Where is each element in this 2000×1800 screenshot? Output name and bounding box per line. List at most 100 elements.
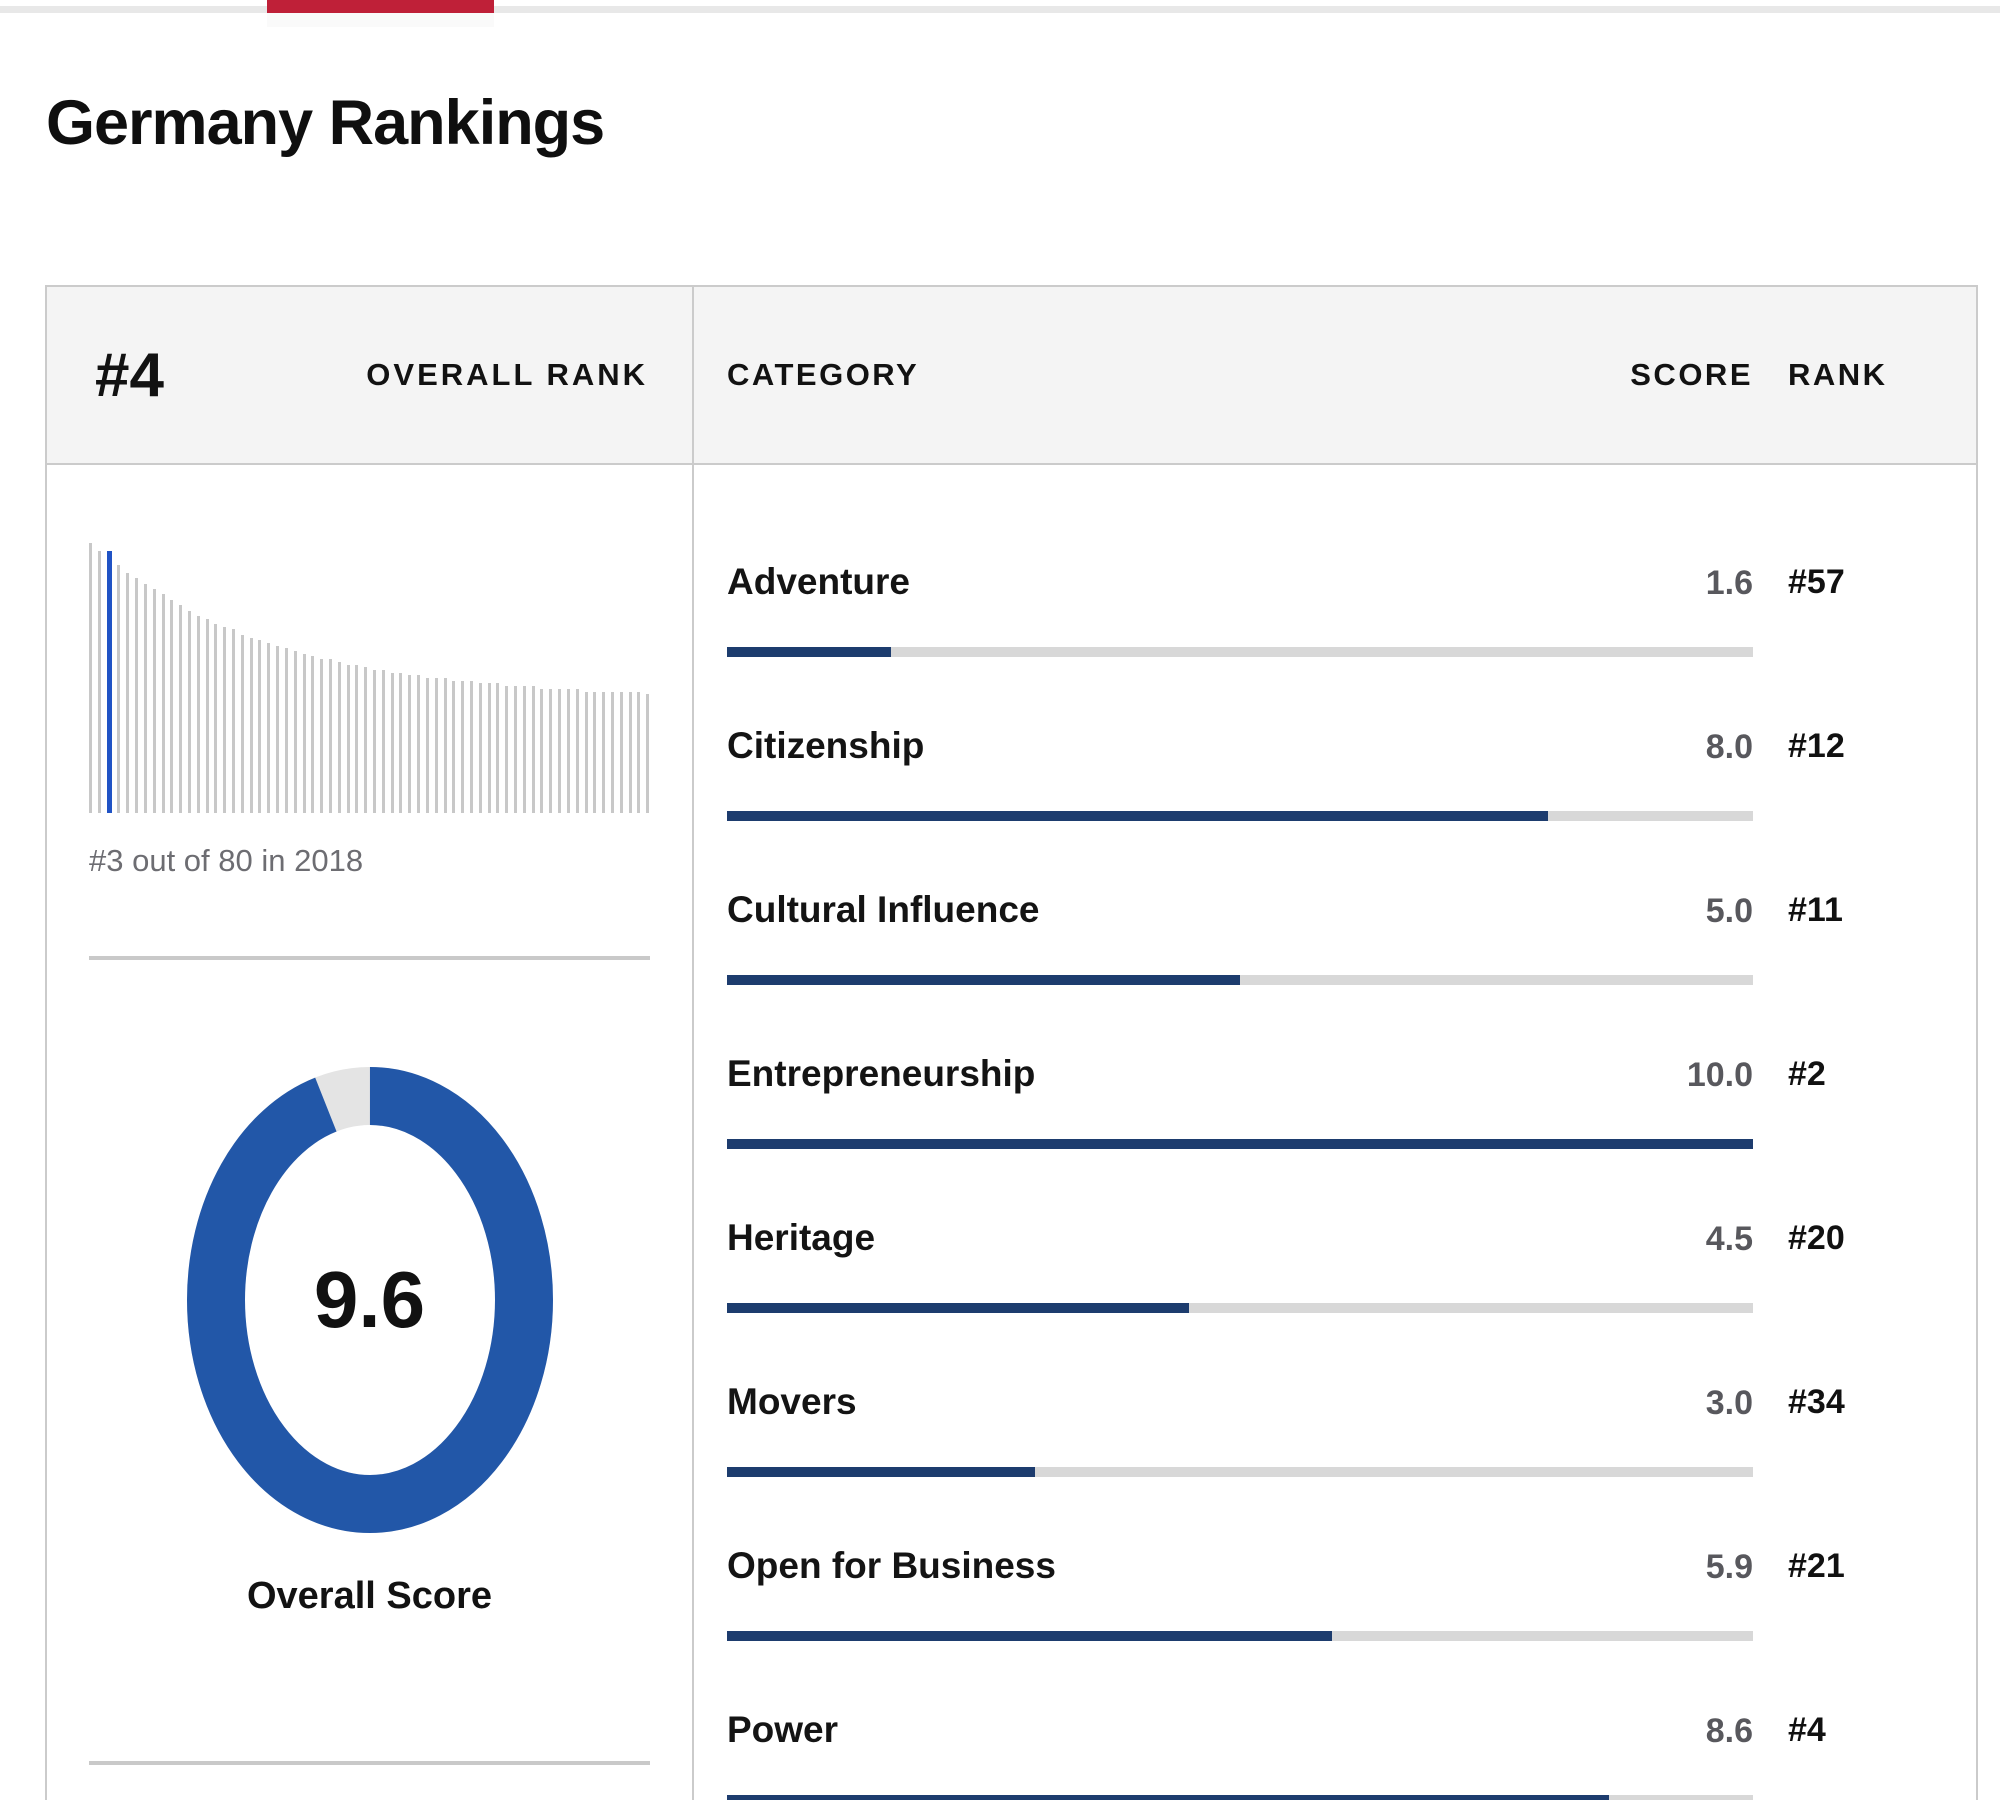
rank-bar [320, 659, 324, 813]
rank-bar [223, 626, 227, 813]
category-row-line: Citizenship 8.0 [727, 725, 1753, 768]
category-score: 5.9 [1705, 1548, 1753, 1586]
category-row-main: Power 8.6 [727, 1669, 1753, 1800]
rank-bar [170, 599, 174, 813]
category-score: 3.0 [1705, 1384, 1753, 1422]
category-row-main: Citizenship 8.0 [727, 685, 1753, 849]
rank-bar [240, 634, 244, 813]
rank-bar [540, 688, 544, 813]
overall-score-label: Overall Score [246, 1575, 493, 1617]
donut-svg [186, 1067, 553, 1533]
category-score: 4.5 [1705, 1220, 1753, 1258]
rank-bar [646, 694, 650, 813]
rank-bar [276, 645, 280, 813]
score-bar-fill [727, 1139, 1753, 1149]
score-bar-fill [727, 647, 892, 657]
overall-rank-value: #4 [95, 340, 164, 410]
category-label: Citizenship [727, 725, 925, 766]
rank-bar [355, 664, 359, 813]
category-label: Adventure [727, 561, 910, 602]
category-row-line: Open for Business 5.9 [727, 1545, 1753, 1588]
rank-bar [214, 624, 218, 813]
category-rank: #57 [1788, 563, 1845, 601]
category-label: Cultural Influence [727, 889, 1040, 930]
category-score: 1.6 [1705, 564, 1753, 602]
rank-bar [284, 648, 288, 813]
donut-value-ring [186, 1067, 553, 1533]
category-label: Entrepreneurship [727, 1053, 1036, 1094]
score-bar-track [727, 647, 1753, 657]
rank-bar [258, 640, 262, 813]
rankings-card: #4 OVERALL RANK #3 out of 80 in 2018 9.6… [45, 285, 1978, 1800]
rank-bar [373, 669, 376, 813]
score-bar-track [727, 1139, 1753, 1149]
rank-bar [637, 691, 641, 813]
category-row-line: Entrepreneurship 10.0 [727, 1053, 1753, 1096]
rank-bar [461, 680, 465, 813]
rank-bar [505, 686, 509, 813]
overall-rank-body: #3 out of 80 in 2018 9.6 Overall Score [47, 465, 692, 1765]
category-rank: #4 [1788, 1711, 1826, 1749]
rank-bar [302, 653, 306, 813]
category-row-line: Cultural Influence 5.0 [727, 889, 1753, 932]
rank-bar [232, 629, 235, 813]
category-row-line: Heritage 4.5 [727, 1217, 1753, 1260]
score-bar-track [727, 1795, 1753, 1800]
rank-bar [602, 691, 606, 813]
overall-rank-header: #4 OVERALL RANK [47, 287, 692, 465]
rank-bar [337, 661, 341, 813]
tab-bar-rule [0, 6, 2000, 13]
rank-bar [549, 688, 553, 813]
score-bar-track [727, 1303, 1753, 1313]
active-tab-indicator[interactable] [267, 0, 494, 13]
category-rank: #11 [1788, 891, 1843, 929]
category-rank: #20 [1788, 1219, 1845, 1257]
rank-bar [117, 564, 121, 813]
rank-bar [522, 686, 526, 813]
overall-rank-label: OVERALL RANK [366, 357, 648, 392]
category-row: Heritage 4.5 #20 [727, 1177, 1946, 1341]
rank-bar [126, 572, 130, 813]
score-bar-fill [727, 1795, 1610, 1800]
score-bar-fill [727, 975, 1240, 985]
score-bar-fill [727, 1631, 1333, 1641]
divider [89, 1761, 650, 1765]
rank-bar [531, 686, 535, 813]
rank-bar [478, 683, 482, 813]
rank-bar [408, 675, 412, 813]
rank-bar [187, 610, 191, 813]
category-label: Open for Business [727, 1545, 1056, 1586]
rank-bar [143, 583, 147, 813]
rank-bar [452, 680, 456, 813]
rank-bar [593, 691, 597, 813]
category-row: Cultural Influence 5.0 #11 [727, 849, 1946, 1013]
rank-bar [584, 691, 588, 813]
category-row: Movers 3.0 #34 [727, 1341, 1946, 1505]
overall-rank-panel: #4 OVERALL RANK #3 out of 80 in 2018 9.6… [47, 287, 694, 1800]
category-row-line: Movers 3.0 [727, 1381, 1753, 1424]
rank-bar [575, 688, 579, 813]
rank-bar [196, 615, 200, 813]
score-bar-fill [727, 1303, 1189, 1313]
category-score: 5.0 [1705, 892, 1753, 930]
rank-bar [566, 688, 570, 813]
categories-rows: Adventure 1.6 #57 Citizenship 8.0 #12 Cultural… [694, 465, 1976, 1800]
rank-bar [135, 578, 139, 813]
score-bar-fill [727, 811, 1548, 821]
category-row: Adventure 1.6 #57 [727, 521, 1946, 685]
category-label: Movers [727, 1381, 857, 1422]
categories-panel: CATEGORY SCORE RANK Adventure 1.6 #57 Citiz… [694, 287, 1976, 1800]
category-row-line: Power 8.6 [727, 1709, 1753, 1752]
category-row: Entrepreneurship 10.0 #2 [727, 1013, 1946, 1177]
rank-bar [311, 656, 315, 813]
score-bar-track [727, 1631, 1753, 1641]
page-title: Germany Rankings [46, 88, 605, 158]
top-tab-bar [0, 0, 2000, 27]
category-rank: #34 [1788, 1383, 1845, 1421]
overall-score-value: 9.6 [313, 1255, 426, 1344]
rank-bar [364, 667, 368, 813]
rank-bar [152, 588, 156, 813]
rank-bar [514, 686, 517, 813]
category-rank: #2 [1788, 1055, 1826, 1093]
rank-bar [346, 664, 350, 813]
